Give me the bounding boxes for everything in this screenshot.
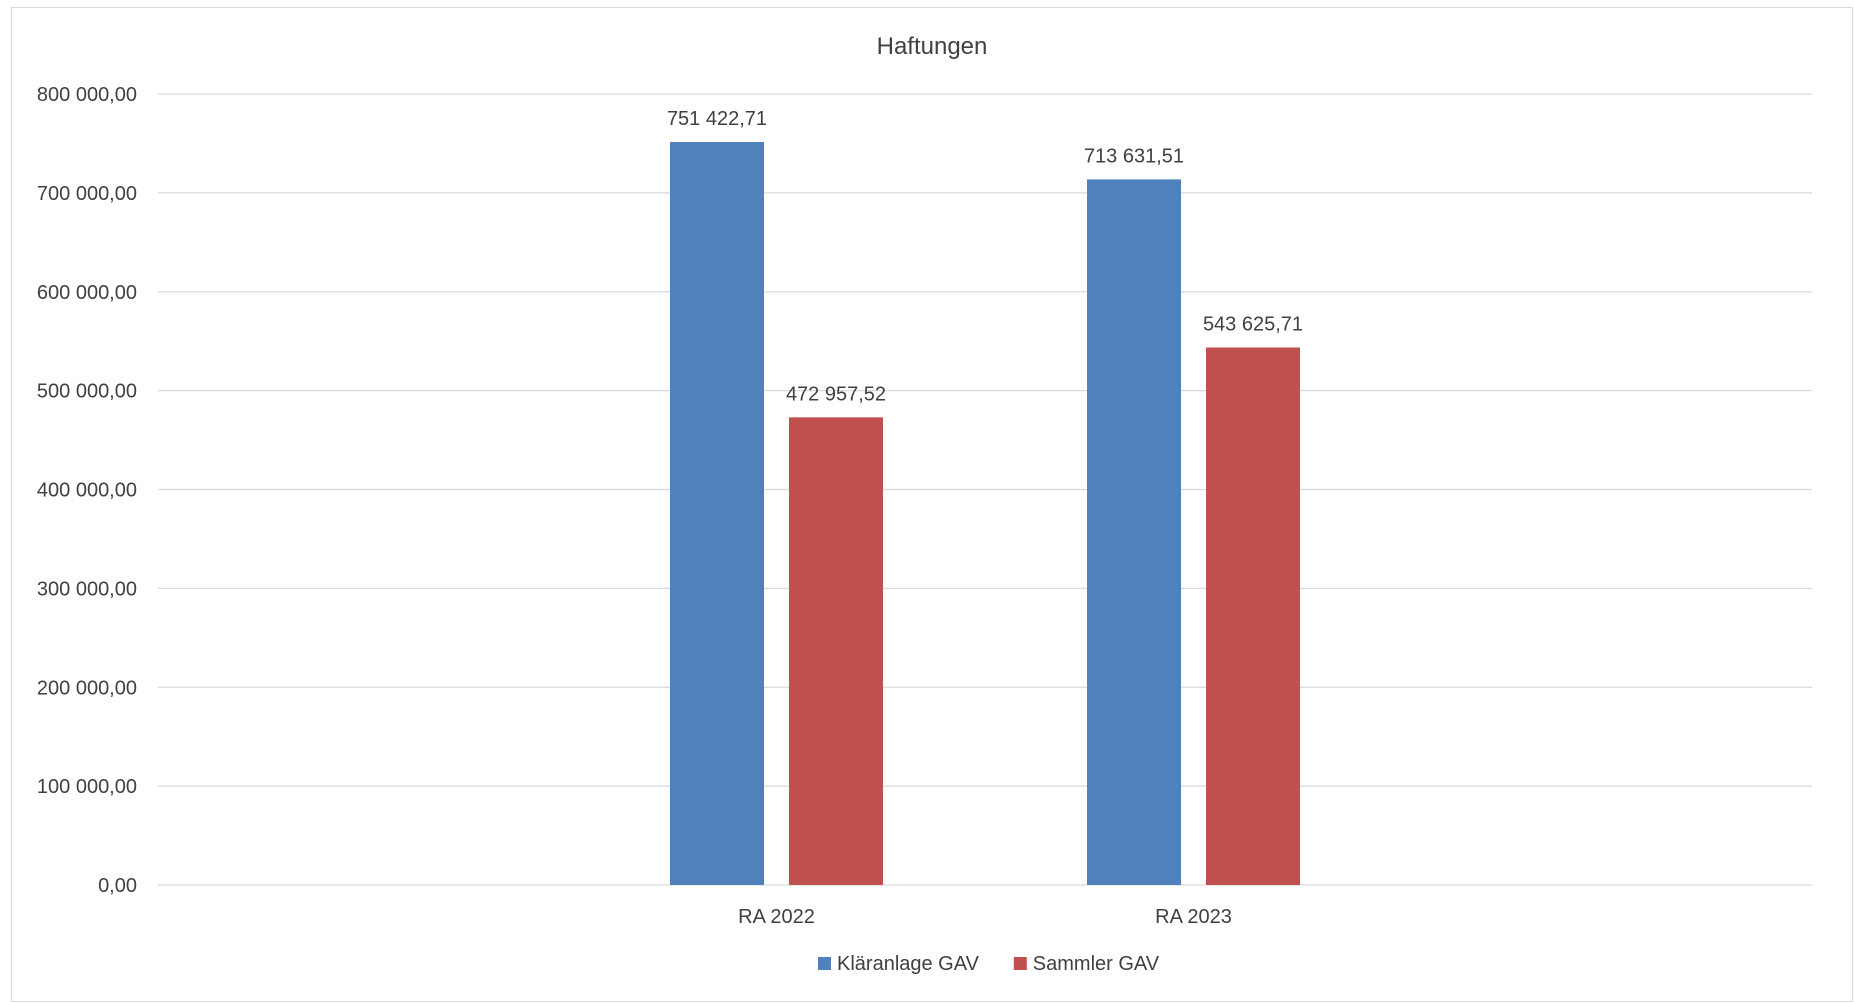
y-tick-label-0: 0,00 [98,875,137,897]
y-axis-tick-labels: 0,00 100 000,00 200 000,00 300 000,00 400 00… [37,84,137,897]
legend-label-2: Sammler GAV [1033,953,1160,975]
data-label-1-1: 751 422,71 [667,108,767,130]
bar-1-1 [670,142,764,886]
legend-swatch-2 [1013,957,1027,970]
y-tick-label-4: 400 000,00 [37,480,137,502]
bar-data-labels: 751 422,71 472 957,52 713 631,51 543 625,71 [667,108,1303,405]
y-tick-label-7: 700 000,00 [37,183,137,205]
legend-swatch-1 [818,957,831,970]
bar-2-1 [789,417,883,885]
gridlines [158,93,1812,886]
y-tick-label-6: 600 000,00 [37,282,137,304]
x-tick-label-1: RA 2022 [738,906,815,928]
y-tick-label-3: 300 000,00 [37,578,137,600]
data-label-1-2: 713 631,51 [1084,145,1184,167]
legend-label-1: Kläranlage GAV [837,953,980,975]
bars [670,142,1300,886]
bar-1-2 [1087,179,1181,885]
data-label-2-1: 472 957,52 [786,383,886,405]
bar-2-2 [1206,347,1300,885]
x-axis-tick-labels: RA 2022 RA 2023 [738,906,1232,928]
legend: Kläranlage GAV Sammler GAV [818,953,1160,975]
y-tick-label-1: 100 000,00 [37,776,137,798]
chart-title: Haftungen [877,33,988,60]
y-tick-label-8: 800 000,00 [37,84,137,106]
x-tick-label-2: RA 2023 [1155,906,1232,928]
data-label-2-2: 543 625,71 [1203,313,1303,335]
y-tick-label-5: 500 000,00 [37,381,137,403]
y-tick-label-2: 200 000,00 [37,677,137,699]
chart-frame [11,7,1853,1002]
